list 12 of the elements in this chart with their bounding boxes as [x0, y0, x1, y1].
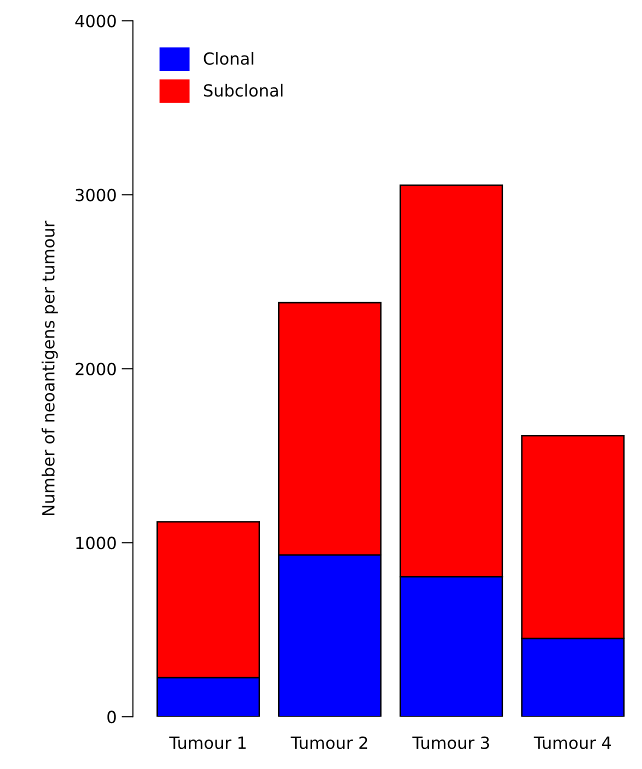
- x-tick-label: Tumour 1: [169, 736, 246, 750]
- y-axis-title: Number of neoantigens per tumour: [42, 220, 58, 516]
- x-tick-label: Tumour 2: [290, 736, 368, 750]
- y-tick-label: 0: [107, 710, 116, 724]
- y-tick-label: 4000: [75, 14, 116, 28]
- y-tick-label: 3000: [76, 188, 116, 202]
- x-tick-label: Tumour 4: [534, 736, 611, 750]
- legend-label: Subclonal: [204, 84, 282, 97]
- x-tick-label: Tumour 3: [412, 736, 489, 750]
- y-tick-label: 2000: [76, 362, 116, 376]
- y-tick-label: 1000: [76, 536, 116, 550]
- legend-label: Clonal: [204, 52, 254, 65]
